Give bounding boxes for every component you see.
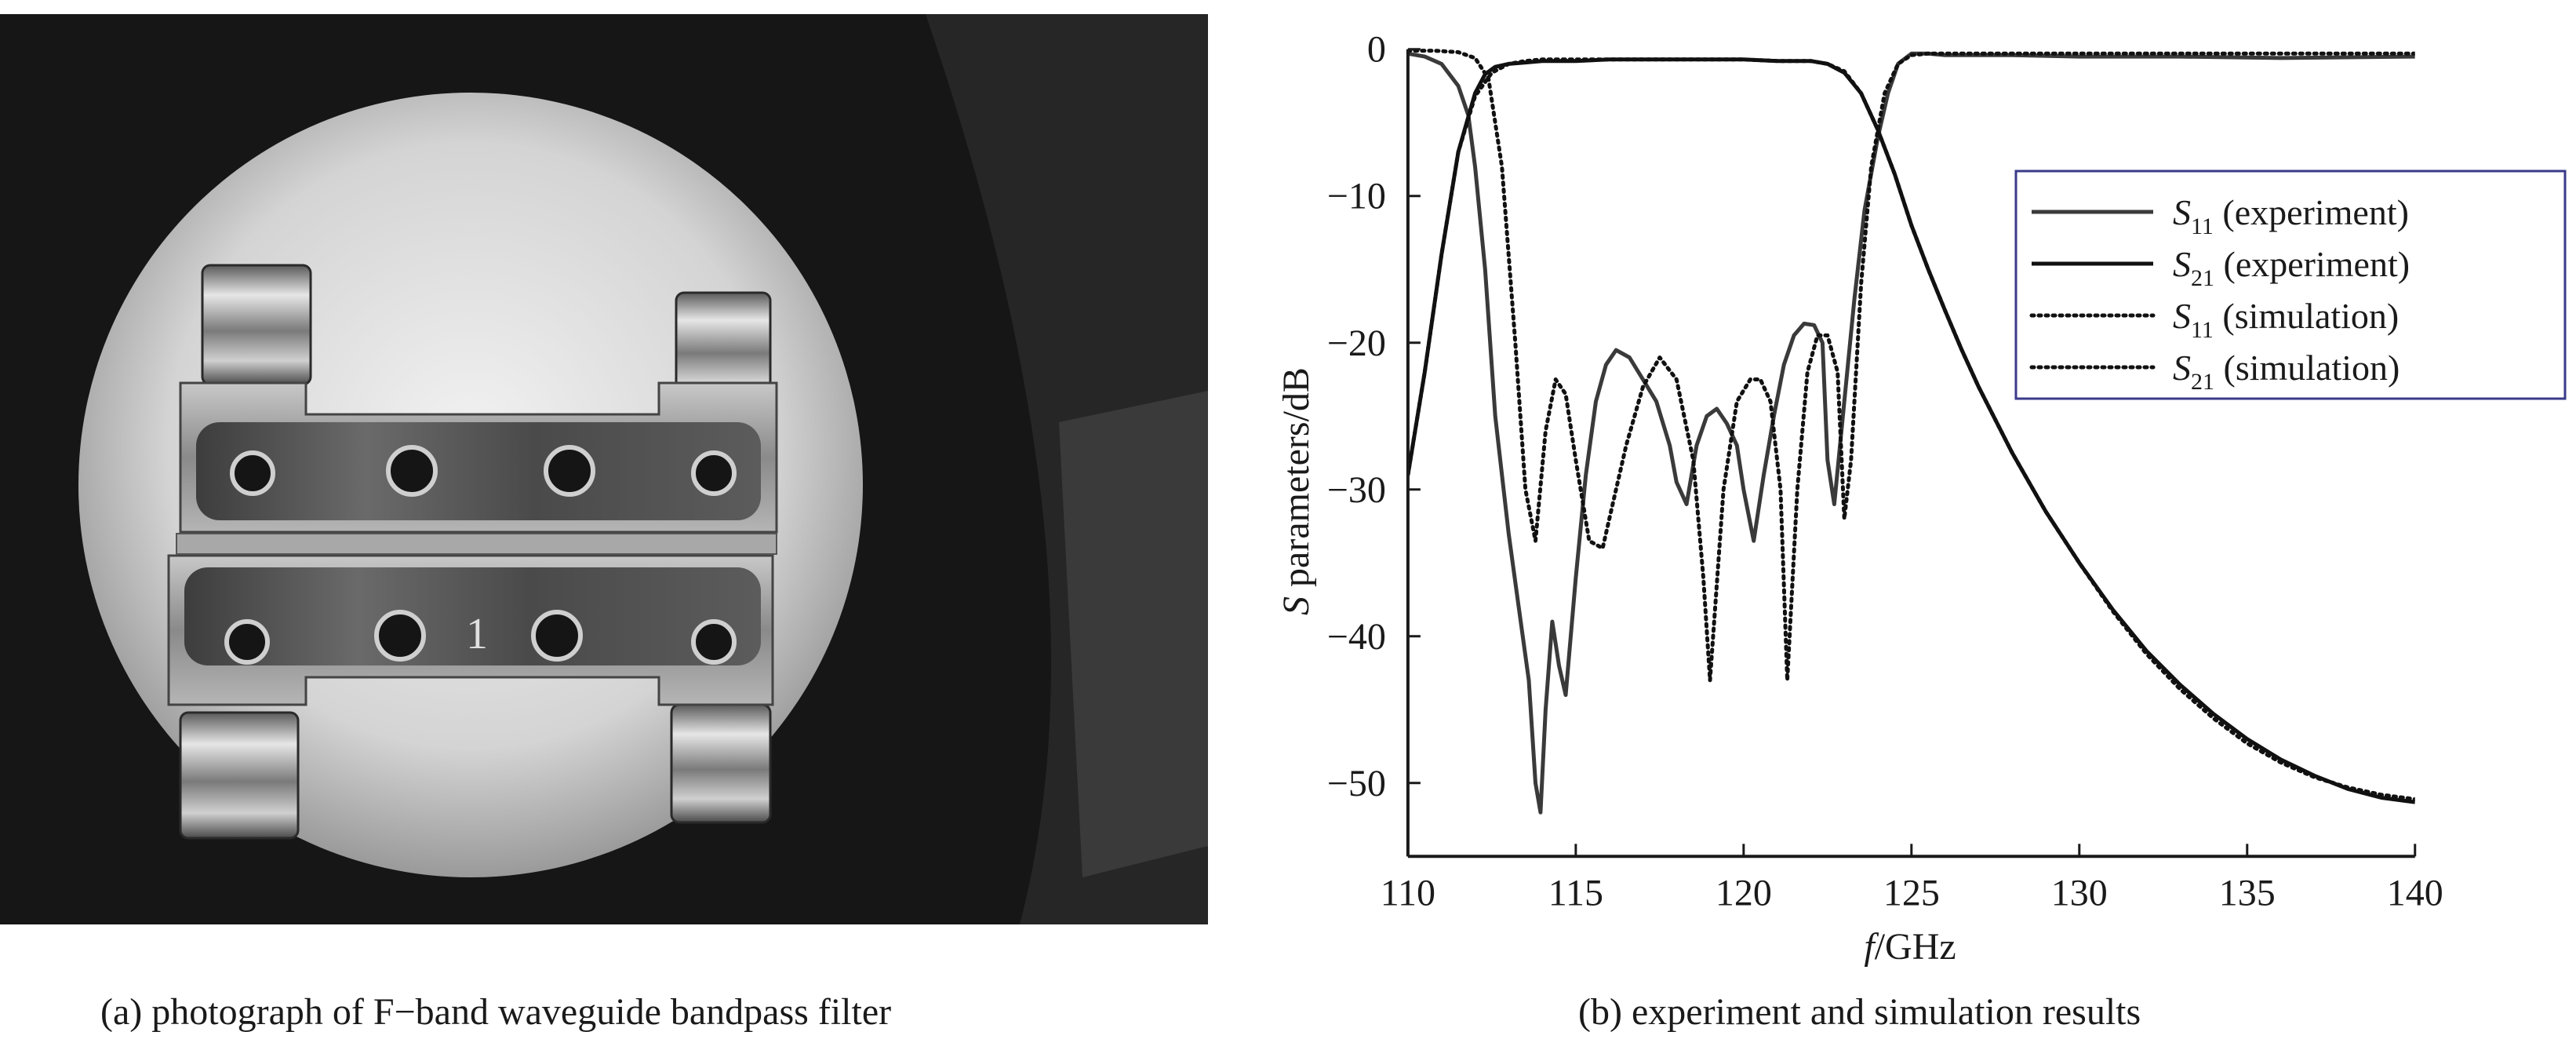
legend-symbol: S	[2173, 244, 2191, 284]
series-line-s21-simulation	[1407, 57, 2415, 801]
legend-label: S21 (simulation)	[2173, 348, 2400, 395]
filter-photograph: 1	[0, 14, 1208, 924]
y-tick-label: −50	[1327, 763, 1386, 804]
x-tick-label: 135	[2219, 872, 2276, 913]
x-tick-label: 130	[2051, 872, 2108, 913]
y-tick-label: 0	[1367, 29, 1386, 71]
series-line-s11-experiment	[1407, 51, 2415, 815]
filter-center-seam	[176, 533, 777, 555]
legend-symbol: S	[2173, 296, 2191, 336]
y-axis-label-italic: S	[1275, 596, 1317, 615]
axes-group: 110 115 120 125 130 135 140 0 −10 −20 −30 −40 −50	[1327, 29, 2443, 914]
legend-suffix: (simulation)	[2214, 296, 2399, 336]
hole-upper-2	[386, 445, 438, 497]
legend-symbol: S	[2173, 348, 2191, 388]
series-line-s11-simulation	[1407, 49, 2415, 683]
legend-subscript: 11	[2191, 317, 2214, 343]
x-axis-label: f/GHz	[1864, 926, 1956, 968]
filter-cavity-lower	[184, 567, 761, 665]
filter-cavity-upper	[196, 422, 761, 520]
legend-subscript: 21	[2191, 369, 2214, 395]
legend-suffix: (experiment)	[2214, 192, 2409, 232]
y-tick-label: −40	[1327, 616, 1386, 658]
y-tick-label: −10	[1327, 176, 1386, 217]
y-tick-label: −20	[1327, 323, 1386, 364]
legend-suffix: (experiment)	[2214, 244, 2410, 284]
x-tick-label: 115	[1548, 872, 1603, 913]
caption-b: (b) experiment and simulation results	[1578, 991, 2141, 1033]
hole-lower-1	[224, 619, 270, 665]
x-tick-label: 140	[2387, 872, 2443, 913]
y-axis-label-text: parameters/dB	[1275, 367, 1317, 596]
legend-box	[2014, 170, 2567, 400]
mounting-post-bottom-left	[179, 711, 300, 840]
legend-suffix: (simulation)	[2214, 348, 2400, 388]
legend-subscript: 11	[2191, 213, 2214, 239]
hole-upper-4	[691, 450, 737, 496]
hole-lower-2	[374, 610, 426, 662]
hole-upper-3	[544, 445, 595, 497]
legend-label: S11 (experiment)	[2173, 192, 2409, 239]
mounting-post-bottom-right	[670, 703, 772, 824]
mounting-post-top-left	[201, 264, 312, 386]
s-parameter-chart: 110 115 120 125 130 135 140 0 −10 −20 −30 −40 −50 f/…	[1275, 29, 2567, 968]
y-axis-label: S parameters/dB	[1275, 367, 1317, 615]
caption-a: (a) photograph of F−band waveguide bandp…	[100, 991, 892, 1033]
legend: S11 (experiment)S21 (experiment)S11 (sim…	[2014, 170, 2567, 400]
x-tick-label: 120	[1716, 872, 1772, 913]
x-tick-label: 125	[1883, 872, 1940, 913]
engraved-digit: 1	[466, 610, 488, 658]
legend-symbol: S	[2173, 192, 2191, 232]
hole-upper-1	[230, 450, 275, 496]
series-group	[1407, 49, 2415, 815]
y-tick-label: −30	[1327, 469, 1386, 511]
legend-subscript: 21	[2191, 265, 2214, 291]
hole-lower-4	[691, 619, 737, 665]
legend-label: S21 (experiment)	[2173, 244, 2410, 291]
x-axis-label-unit: /GHz	[1875, 926, 1956, 968]
photo-paper-fragment	[1059, 391, 1208, 877]
x-tick-label: 110	[1381, 872, 1435, 913]
legend-label: S11 (simulation)	[2173, 296, 2399, 343]
hole-lower-3	[531, 610, 583, 662]
